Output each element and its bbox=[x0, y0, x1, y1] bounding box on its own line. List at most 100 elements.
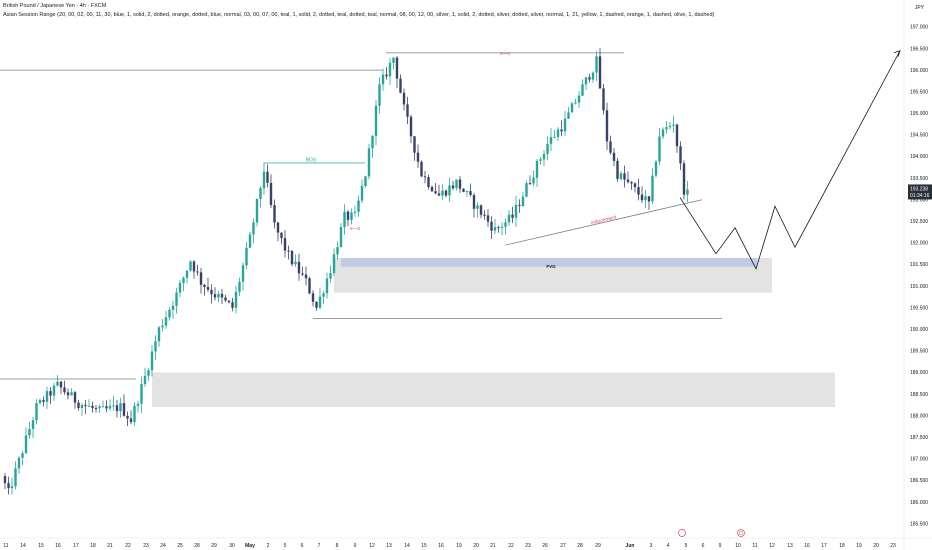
candle-up bbox=[581, 84, 584, 96]
candle-down bbox=[640, 194, 644, 201]
candle-up bbox=[651, 175, 654, 202]
candle-up bbox=[318, 296, 322, 308]
candle-up bbox=[336, 247, 339, 255]
y-tick-label: 187.500 bbox=[910, 435, 928, 441]
candle-up bbox=[248, 234, 252, 248]
candle-down bbox=[486, 215, 490, 222]
x-tick-label: 22 bbox=[508, 543, 514, 549]
x-tick-label: 16 bbox=[438, 543, 444, 549]
chart-header: British Pound / Japanese Yen · 4h · FXCM… bbox=[3, 2, 714, 20]
candle-up bbox=[189, 261, 192, 271]
x-tick-label: 11 bbox=[3, 543, 8, 549]
x-tick-label: 29 bbox=[211, 543, 217, 549]
candle-up bbox=[14, 468, 17, 487]
x-tick-label: 12 bbox=[769, 543, 775, 549]
candle-up bbox=[143, 375, 147, 385]
candle-up bbox=[392, 57, 395, 63]
x-tick-label: 5 bbox=[685, 543, 688, 549]
candle-up bbox=[378, 84, 381, 106]
y-tick-label: 195.000 bbox=[910, 111, 928, 117]
candle-up bbox=[108, 405, 112, 409]
candle-up bbox=[686, 189, 689, 195]
candle-up bbox=[87, 405, 91, 407]
candle-down bbox=[626, 179, 630, 183]
x-tick-label: 13 bbox=[787, 543, 793, 549]
x-tick-label: 22 bbox=[125, 543, 131, 549]
candle-down bbox=[42, 400, 45, 402]
candle-up bbox=[535, 160, 539, 178]
fvg-label: FVG bbox=[546, 264, 556, 269]
candle-down bbox=[395, 57, 399, 79]
candle-down bbox=[105, 406, 108, 409]
candle-up bbox=[150, 351, 154, 371]
time-axis: 11 14 15 16 17 18 21 22 23 24 25 28 29 30 May 2 5 6 7 8 9 12 1… bbox=[0, 529, 932, 549]
candle-down bbox=[416, 152, 420, 162]
candle-up bbox=[441, 190, 444, 196]
candle-down bbox=[192, 261, 196, 272]
y-tick-label: 190.000 bbox=[910, 327, 928, 333]
candle-up bbox=[154, 341, 157, 352]
candle-down bbox=[637, 187, 640, 195]
candle-up bbox=[185, 270, 189, 278]
candle-down bbox=[483, 214, 486, 216]
candle-up bbox=[339, 226, 343, 248]
candle-up bbox=[161, 325, 164, 328]
symbol-title[interactable]: British Pound / Japanese Yen · 4h · FXCM bbox=[3, 3, 107, 9]
indicator-legend[interactable]: Asian Session Range (20, 00, 02, 00, 11,… bbox=[3, 12, 715, 18]
candle-down bbox=[304, 274, 308, 279]
candle-up bbox=[182, 277, 185, 283]
y-tick-label: 192.000 bbox=[910, 241, 928, 247]
candle-down bbox=[402, 92, 406, 105]
price-box-price: 193.238 bbox=[910, 186, 928, 192]
x-tick-label: 23 bbox=[890, 543, 896, 549]
flag-icon bbox=[678, 529, 686, 537]
candle-up bbox=[238, 281, 241, 292]
candle-down bbox=[290, 251, 294, 265]
y-tick-label: 187.000 bbox=[910, 457, 928, 463]
candle-up bbox=[343, 211, 346, 227]
candle-down bbox=[462, 188, 465, 192]
x-tick-label: 27 bbox=[560, 543, 566, 549]
candle-down bbox=[444, 190, 448, 196]
candle-down bbox=[437, 193, 441, 196]
candle-down bbox=[91, 405, 94, 408]
candle-down bbox=[612, 152, 616, 161]
candle-down bbox=[588, 77, 591, 80]
forecast-path bbox=[679, 50, 901, 270]
candle-up bbox=[455, 179, 458, 189]
candle-down bbox=[49, 391, 52, 396]
candle-up bbox=[255, 198, 259, 223]
candle-up bbox=[525, 183, 528, 197]
x-tick-label: 21 bbox=[107, 543, 113, 549]
candle-up bbox=[619, 173, 623, 179]
x-tick-label: Jun bbox=[626, 543, 635, 549]
x-tick-label: 3 bbox=[650, 543, 653, 549]
inducement-trendline bbox=[505, 199, 703, 246]
y-tick-label: 185.500 bbox=[910, 521, 928, 527]
y-tick-label: 192.500 bbox=[910, 219, 928, 225]
candle-up bbox=[21, 453, 24, 458]
candle-down bbox=[633, 183, 637, 188]
candle-up bbox=[353, 211, 357, 213]
x-tick-label: 19 bbox=[456, 543, 462, 549]
zones-layer bbox=[152, 258, 835, 408]
candle-down bbox=[598, 56, 602, 89]
candle-up bbox=[332, 254, 336, 273]
candle-up bbox=[294, 261, 297, 265]
candle-up bbox=[563, 118, 567, 132]
x-tick-label: 17 bbox=[73, 543, 79, 549]
x-tick-label: 20 bbox=[473, 543, 479, 549]
candle-down bbox=[273, 205, 276, 223]
candle-down bbox=[679, 146, 682, 164]
candle-down bbox=[203, 284, 206, 288]
candle-up bbox=[252, 222, 255, 235]
y-tick-label: 195.500 bbox=[910, 89, 928, 95]
candle-up bbox=[532, 177, 535, 184]
forecast-layer bbox=[679, 50, 901, 270]
x-tick-label: 5 bbox=[284, 543, 287, 549]
candle-up bbox=[476, 205, 479, 209]
candle-down bbox=[77, 402, 80, 409]
candle-down bbox=[605, 110, 609, 142]
candle-up bbox=[539, 159, 542, 161]
